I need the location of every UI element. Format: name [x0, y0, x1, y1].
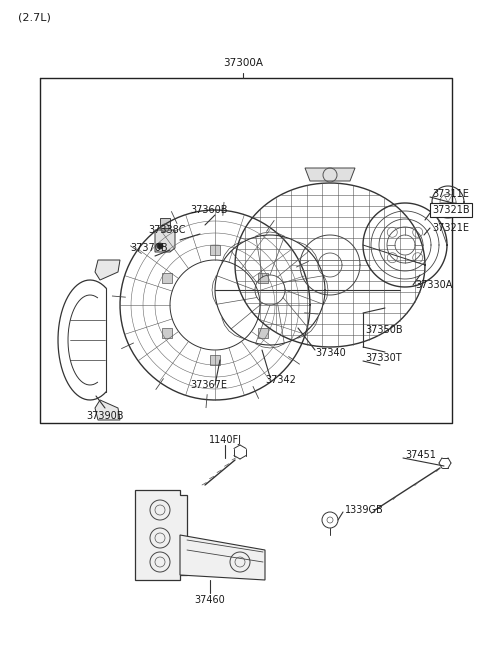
Text: 37300A: 37300A [223, 58, 263, 68]
Text: 37370B: 37370B [130, 243, 168, 253]
Text: 37342: 37342 [265, 375, 296, 385]
Polygon shape [95, 400, 120, 420]
Text: 37390B: 37390B [86, 411, 124, 421]
Text: 37321E: 37321E [432, 223, 469, 233]
Text: (2.7L): (2.7L) [18, 12, 51, 22]
Text: 37330A: 37330A [415, 280, 452, 290]
Polygon shape [210, 355, 220, 365]
Circle shape [157, 243, 163, 249]
Polygon shape [305, 168, 355, 181]
Polygon shape [162, 272, 172, 282]
Text: 37338C: 37338C [148, 225, 185, 235]
Text: 37451: 37451 [405, 450, 436, 460]
Text: 37360B: 37360B [190, 205, 228, 215]
Text: 37321B: 37321B [432, 205, 469, 215]
Text: 37330T: 37330T [365, 353, 402, 363]
Polygon shape [135, 490, 187, 580]
Text: 1339GB: 1339GB [345, 505, 384, 515]
Polygon shape [95, 260, 120, 280]
Text: 37350B: 37350B [365, 325, 403, 335]
Polygon shape [180, 535, 265, 580]
Text: 37367E: 37367E [190, 380, 227, 390]
Polygon shape [210, 245, 220, 255]
Text: 1140FJ: 1140FJ [208, 435, 241, 445]
Text: 37311E: 37311E [432, 189, 469, 199]
Polygon shape [155, 230, 175, 252]
Polygon shape [162, 328, 172, 337]
Text: 37340: 37340 [315, 348, 346, 358]
Text: 37460: 37460 [194, 595, 226, 605]
Polygon shape [258, 328, 268, 337]
Polygon shape [258, 272, 268, 282]
Polygon shape [160, 218, 170, 228]
